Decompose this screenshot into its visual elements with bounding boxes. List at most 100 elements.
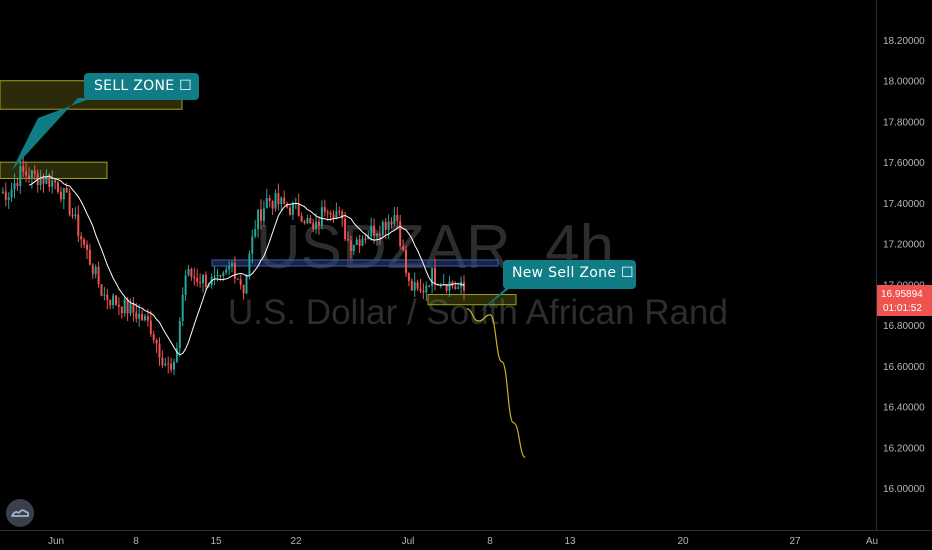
candle-body bbox=[97, 266, 100, 285]
time-tick-label: 13 bbox=[564, 536, 576, 547]
candle-body bbox=[187, 268, 190, 276]
candle-body bbox=[413, 282, 416, 291]
candle-body bbox=[135, 312, 138, 319]
candle-body bbox=[54, 180, 57, 183]
candle-body bbox=[289, 207, 291, 215]
candle-body bbox=[103, 294, 106, 296]
time-tick-label: 22 bbox=[290, 536, 302, 547]
candle-body bbox=[291, 203, 294, 215]
cloud-logo-icon bbox=[11, 509, 30, 517]
candle-body bbox=[117, 304, 120, 307]
candle-body bbox=[115, 295, 117, 305]
candle-body bbox=[303, 221, 306, 224]
candle-body bbox=[239, 279, 242, 285]
candle-body bbox=[202, 274, 204, 284]
countdown-label: 01:01:52 bbox=[883, 303, 922, 314]
watermark-description: U.S. Dollar / South African Rand bbox=[228, 293, 728, 332]
candle-body bbox=[190, 268, 193, 277]
price-tick-label: 18.20000 bbox=[883, 36, 925, 47]
candle-body bbox=[329, 212, 332, 215]
price-tick-label: 16.80000 bbox=[883, 321, 925, 332]
tradingview-logo[interactable] bbox=[6, 499, 34, 527]
candle-body bbox=[425, 285, 428, 293]
candle-body bbox=[393, 215, 396, 225]
price-tick-label: 16.00000 bbox=[883, 484, 925, 495]
candle-body bbox=[193, 276, 196, 278]
candle-body bbox=[320, 207, 323, 226]
candle-body bbox=[13, 183, 16, 190]
candle-body bbox=[167, 363, 170, 365]
price-tick-label: 16.60000 bbox=[883, 362, 925, 373]
candle-body bbox=[83, 239, 86, 245]
candle-body bbox=[59, 191, 62, 200]
new-sell-zone-callout[interactable] bbox=[478, 260, 636, 313]
time-tick-label: 20 bbox=[677, 536, 689, 547]
candle-body bbox=[280, 197, 283, 205]
candle-body bbox=[161, 357, 164, 366]
candle-body bbox=[42, 178, 45, 184]
zone-resistance[interactable] bbox=[211, 259, 499, 267]
candle-body bbox=[120, 306, 123, 314]
candle-body bbox=[219, 274, 222, 277]
price-axis[interactable]: 18.20000 18.00000 17.80000 17.60000 17.40000… bbox=[883, 36, 925, 495]
candle-body bbox=[109, 300, 112, 306]
candle-body bbox=[431, 267, 434, 286]
candle-body bbox=[335, 211, 338, 219]
candle-body bbox=[100, 284, 103, 296]
candle-body bbox=[213, 276, 216, 278]
candle-body bbox=[112, 295, 115, 306]
candle-body bbox=[91, 264, 94, 275]
candle-body bbox=[245, 275, 248, 294]
candle-body bbox=[216, 274, 219, 277]
candles-layer bbox=[1, 156, 465, 376]
candle-body bbox=[416, 282, 419, 289]
candle-body bbox=[248, 253, 251, 276]
candle-body bbox=[175, 348, 178, 362]
zone-sell[interactable] bbox=[427, 294, 517, 306]
candle-body bbox=[399, 220, 402, 246]
candle-body bbox=[370, 225, 373, 237]
time-tick-label: Au bbox=[866, 536, 878, 547]
price-tick-label: 17.40000 bbox=[883, 199, 925, 210]
candle-body bbox=[4, 191, 7, 200]
candle-body bbox=[463, 282, 465, 291]
price-tick-label: 17.60000 bbox=[883, 158, 925, 169]
candle-body bbox=[410, 280, 413, 291]
candle-body bbox=[387, 221, 390, 230]
candle-body bbox=[181, 294, 184, 322]
candle-body bbox=[231, 263, 233, 267]
candle-body bbox=[338, 211, 341, 213]
candle-body bbox=[80, 236, 83, 240]
candle-body bbox=[225, 269, 228, 273]
candle-body bbox=[39, 178, 42, 186]
sell-zone-callout[interactable] bbox=[12, 73, 199, 170]
candle-body bbox=[242, 284, 245, 294]
candle-body bbox=[460, 282, 463, 288]
candle-body bbox=[236, 278, 239, 280]
candle-body bbox=[132, 303, 135, 313]
candle-body bbox=[51, 180, 54, 187]
candle-body bbox=[407, 273, 410, 281]
candle-body bbox=[419, 288, 422, 291]
time-tick-label: 8 bbox=[133, 536, 139, 547]
candle-body bbox=[141, 313, 144, 321]
candle-body bbox=[30, 170, 33, 179]
candle-body bbox=[1, 191, 4, 193]
candle-body bbox=[48, 176, 51, 187]
candle-body bbox=[373, 225, 376, 236]
candle-body bbox=[260, 209, 262, 221]
time-axis[interactable]: Jun 8 15 22 Jul 8 13 20 27 Au bbox=[48, 536, 878, 547]
candle-body bbox=[268, 198, 271, 201]
candle-body bbox=[378, 233, 381, 236]
candle-body bbox=[274, 193, 277, 209]
candle-body bbox=[164, 363, 167, 366]
candle-body bbox=[454, 286, 457, 289]
candle-body bbox=[126, 299, 129, 314]
candle-body bbox=[384, 222, 387, 230]
last-price-label: 16.95894 bbox=[881, 289, 923, 300]
candle-body bbox=[355, 239, 358, 246]
candle-body bbox=[228, 266, 231, 270]
candle-body bbox=[457, 287, 460, 289]
candle-body bbox=[155, 340, 158, 344]
